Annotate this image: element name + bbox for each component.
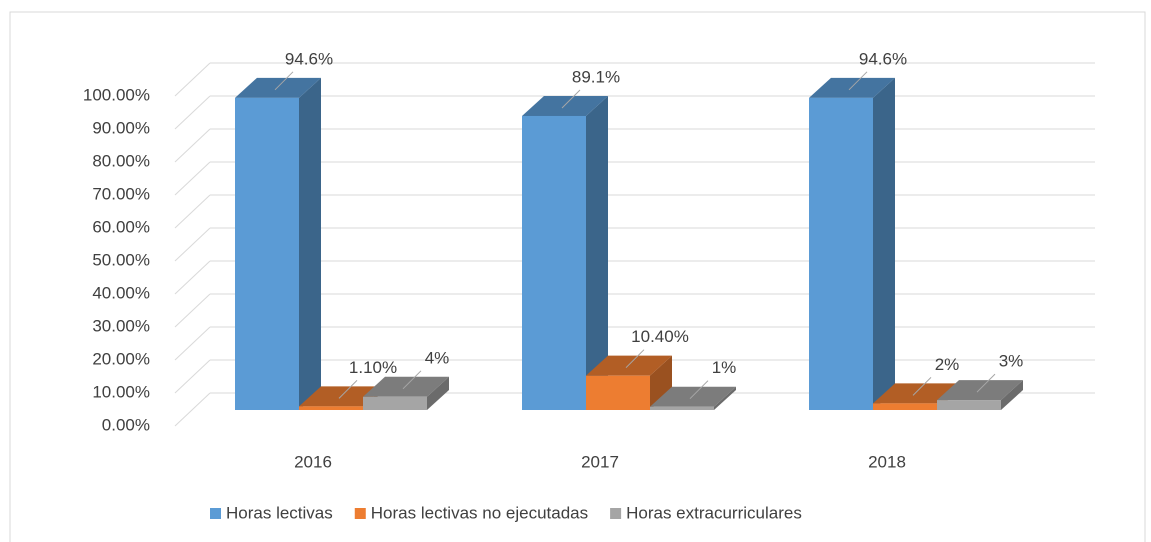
chart-border — [9, 11, 1146, 542]
bar-top — [363, 376, 449, 397]
grid-line-side — [174, 95, 211, 130]
bar-top — [809, 77, 895, 98]
value-label: 4% — [425, 348, 450, 367]
bar — [809, 97, 873, 410]
legend-swatch — [610, 508, 622, 519]
grid-line-side — [174, 62, 211, 97]
bar — [363, 396, 427, 410]
bar-top — [937, 380, 1023, 401]
bar-side — [299, 77, 321, 410]
leader-line — [912, 377, 932, 396]
value-label: 89.1% — [572, 67, 620, 86]
y-tick-label: 90.00% — [92, 118, 150, 137]
x-tick-label: 2018 — [868, 452, 906, 471]
leader-line — [976, 373, 996, 393]
bar-side — [650, 355, 672, 410]
leader-line — [625, 349, 645, 369]
grid-line-side — [174, 227, 211, 262]
bar — [586, 375, 650, 410]
y-tick-label: 100.00% — [83, 85, 150, 104]
y-tick-label: 60.00% — [92, 217, 150, 236]
x-tick-label: 2017 — [581, 452, 619, 471]
y-tick-label: 0.00% — [102, 415, 150, 434]
bar-top — [873, 383, 959, 404]
bar-side — [427, 376, 449, 410]
legend-label: Horas lectivas — [226, 503, 333, 522]
leader-line — [848, 71, 868, 91]
bar-side — [714, 386, 736, 410]
grid-line-side — [174, 128, 211, 163]
x-tick-label: 2016 — [294, 452, 332, 471]
grid-line-side — [174, 326, 211, 361]
y-tick-label: 10.00% — [92, 382, 150, 401]
bar-top — [235, 77, 321, 98]
value-label: 94.6% — [285, 49, 333, 68]
bar-side — [873, 77, 895, 410]
legend-swatch — [210, 508, 221, 519]
leader-line — [689, 380, 709, 400]
grid-line-side — [174, 260, 211, 295]
value-label: 10.40% — [631, 327, 689, 346]
bar — [522, 115, 586, 410]
legend-label: Horas extracurriculares — [626, 503, 802, 522]
value-label: 3% — [999, 352, 1024, 371]
grid-line-side — [174, 161, 211, 196]
legend-label: Horas lectivas no ejecutadas — [371, 503, 588, 522]
grid-line-side — [174, 392, 211, 427]
value-label: 1% — [712, 358, 737, 377]
y-tick-label: 20.00% — [92, 349, 150, 368]
bar-top — [650, 386, 736, 407]
value-label: 2% — [935, 355, 960, 374]
bar — [235, 97, 299, 410]
bar — [873, 403, 937, 410]
bar-top — [586, 355, 672, 376]
leader-line — [402, 370, 422, 390]
bar-side — [1001, 380, 1023, 410]
bar — [650, 406, 714, 410]
bar-side — [586, 95, 608, 410]
grid-line-side — [174, 194, 211, 229]
leader-line — [274, 71, 294, 91]
y-tick-label: 70.00% — [92, 184, 150, 203]
y-tick-label: 30.00% — [92, 316, 150, 335]
grid-line-side — [174, 359, 211, 394]
y-tick-label: 40.00% — [92, 283, 150, 302]
value-label: 94.6% — [859, 49, 907, 68]
bar-top — [522, 95, 608, 116]
bar — [299, 406, 363, 410]
bar — [937, 400, 1001, 410]
y-tick-label: 80.00% — [92, 151, 150, 170]
grid-line-side — [174, 293, 211, 328]
legend-swatch — [354, 508, 366, 519]
leader-line — [561, 89, 581, 109]
value-label: 1.10% — [349, 358, 397, 377]
leader-line — [338, 380, 358, 399]
y-tick-label: 50.00% — [92, 250, 150, 269]
